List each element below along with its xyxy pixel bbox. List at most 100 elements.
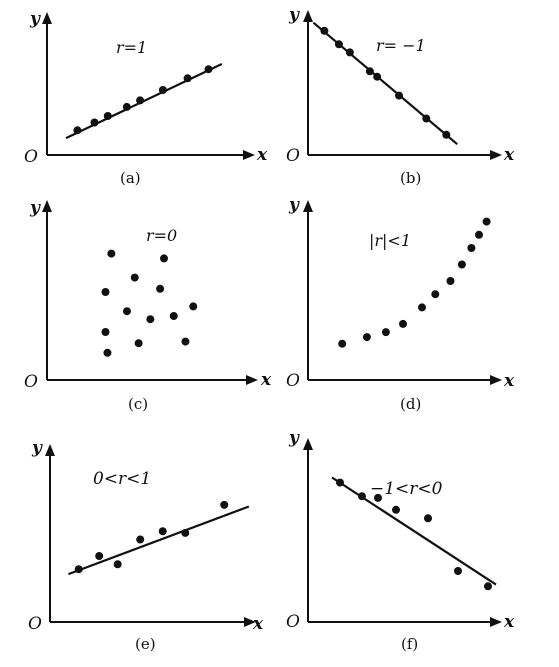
data-point xyxy=(457,260,466,269)
y-axis-arrow-icon xyxy=(45,444,55,456)
data-point xyxy=(122,307,131,316)
data-point xyxy=(160,254,168,263)
x-axis-label: x xyxy=(503,145,515,165)
y-axis-label: y xyxy=(288,428,300,448)
data-point xyxy=(431,290,440,299)
data-point xyxy=(73,126,82,135)
data-point xyxy=(418,303,426,312)
origin-label: O xyxy=(286,371,300,391)
x-axis-label: x xyxy=(252,614,264,634)
data-point xyxy=(113,560,122,569)
panel-f: y x O −1<r<0 (f) xyxy=(286,428,515,653)
origin-label: O xyxy=(24,372,38,392)
data-point xyxy=(136,535,145,544)
x-axis-label: x xyxy=(503,612,515,632)
y-axis-arrow-icon xyxy=(42,200,52,212)
panel-a: y x O r=1 (a) xyxy=(24,9,268,187)
r-label: 0<r<1 xyxy=(93,469,151,489)
x-axis-arrow-icon xyxy=(246,375,258,385)
data-point xyxy=(169,312,178,320)
data-point xyxy=(362,333,371,342)
data-point xyxy=(381,328,390,337)
origin-label: O xyxy=(24,147,38,167)
r-label: r=0 xyxy=(146,226,177,245)
data-point xyxy=(334,40,343,49)
marks xyxy=(331,476,497,591)
r-label: −1<r<0 xyxy=(370,479,443,499)
y-axis-label: y xyxy=(288,5,300,25)
panel-caption: (b) xyxy=(400,169,421,187)
data-point xyxy=(475,230,483,239)
panel-d: y x O |r|<1 (d) xyxy=(286,195,515,413)
x-axis-arrow-icon xyxy=(490,375,502,385)
data-point xyxy=(373,72,382,81)
r-label: |r|<1 xyxy=(369,231,411,250)
data-point xyxy=(183,74,192,83)
fitted-line xyxy=(68,505,250,576)
data-point xyxy=(181,337,190,346)
data-point xyxy=(395,91,403,100)
data-point xyxy=(454,567,462,575)
data-point xyxy=(482,217,491,226)
y-axis-arrow-icon xyxy=(303,438,313,450)
y-axis-arrow-icon xyxy=(303,10,313,22)
data-point xyxy=(442,130,451,139)
data-point xyxy=(204,65,213,74)
data-point xyxy=(446,277,455,285)
data-point xyxy=(103,112,112,120)
data-point xyxy=(358,492,366,501)
panel-caption: (a) xyxy=(120,169,141,187)
panel-caption: (e) xyxy=(135,635,156,653)
data-point xyxy=(422,114,431,123)
data-point xyxy=(189,302,198,311)
data-point xyxy=(134,339,143,348)
data-point xyxy=(484,582,492,591)
data-point xyxy=(320,26,329,35)
x-axis-arrow-icon xyxy=(490,617,502,627)
y-axis-label: y xyxy=(29,198,41,218)
panel-b: y x O r= −1 (b) xyxy=(286,5,515,187)
x-axis-label: x xyxy=(260,370,272,390)
data-point xyxy=(95,552,104,560)
y-axis-label: y xyxy=(31,438,43,458)
y-axis-arrow-icon xyxy=(303,200,313,212)
data-point xyxy=(336,478,344,487)
data-point xyxy=(374,493,382,502)
x-axis-label: x xyxy=(503,371,515,391)
panel-e: y x O 0<r<1 (e) xyxy=(28,438,264,653)
origin-label: O xyxy=(28,614,42,634)
x-axis-arrow-icon xyxy=(244,617,256,627)
data-point xyxy=(158,86,167,94)
data-point xyxy=(136,96,145,105)
panel-c: y x O r=0 (c) xyxy=(24,198,272,413)
x-axis-arrow-icon xyxy=(490,150,502,160)
r-label: r= −1 xyxy=(376,36,426,55)
data-point xyxy=(146,315,155,324)
data-point xyxy=(103,348,112,357)
data-point xyxy=(158,527,167,536)
data-point xyxy=(101,328,110,336)
data-point xyxy=(122,102,131,111)
data-point xyxy=(107,249,116,258)
origin-label: O xyxy=(286,612,300,632)
data-point xyxy=(181,528,190,537)
marks xyxy=(101,249,198,357)
origin-label: O xyxy=(286,146,300,166)
x-axis-arrow-icon xyxy=(243,150,255,160)
r-label: r=1 xyxy=(116,38,147,57)
panel-caption: (c) xyxy=(128,395,148,413)
y-axis-label: y xyxy=(288,195,300,215)
data-point xyxy=(156,284,165,293)
y-axis-label: y xyxy=(29,9,41,29)
data-point xyxy=(467,244,476,252)
panel-caption: (d) xyxy=(400,395,421,413)
data-point xyxy=(399,319,407,328)
data-point xyxy=(101,288,110,296)
marks xyxy=(338,217,491,348)
marks xyxy=(312,21,458,146)
marks xyxy=(68,500,250,576)
panel-caption: (f) xyxy=(401,635,418,653)
data-point xyxy=(424,514,432,523)
data-point xyxy=(74,565,83,574)
